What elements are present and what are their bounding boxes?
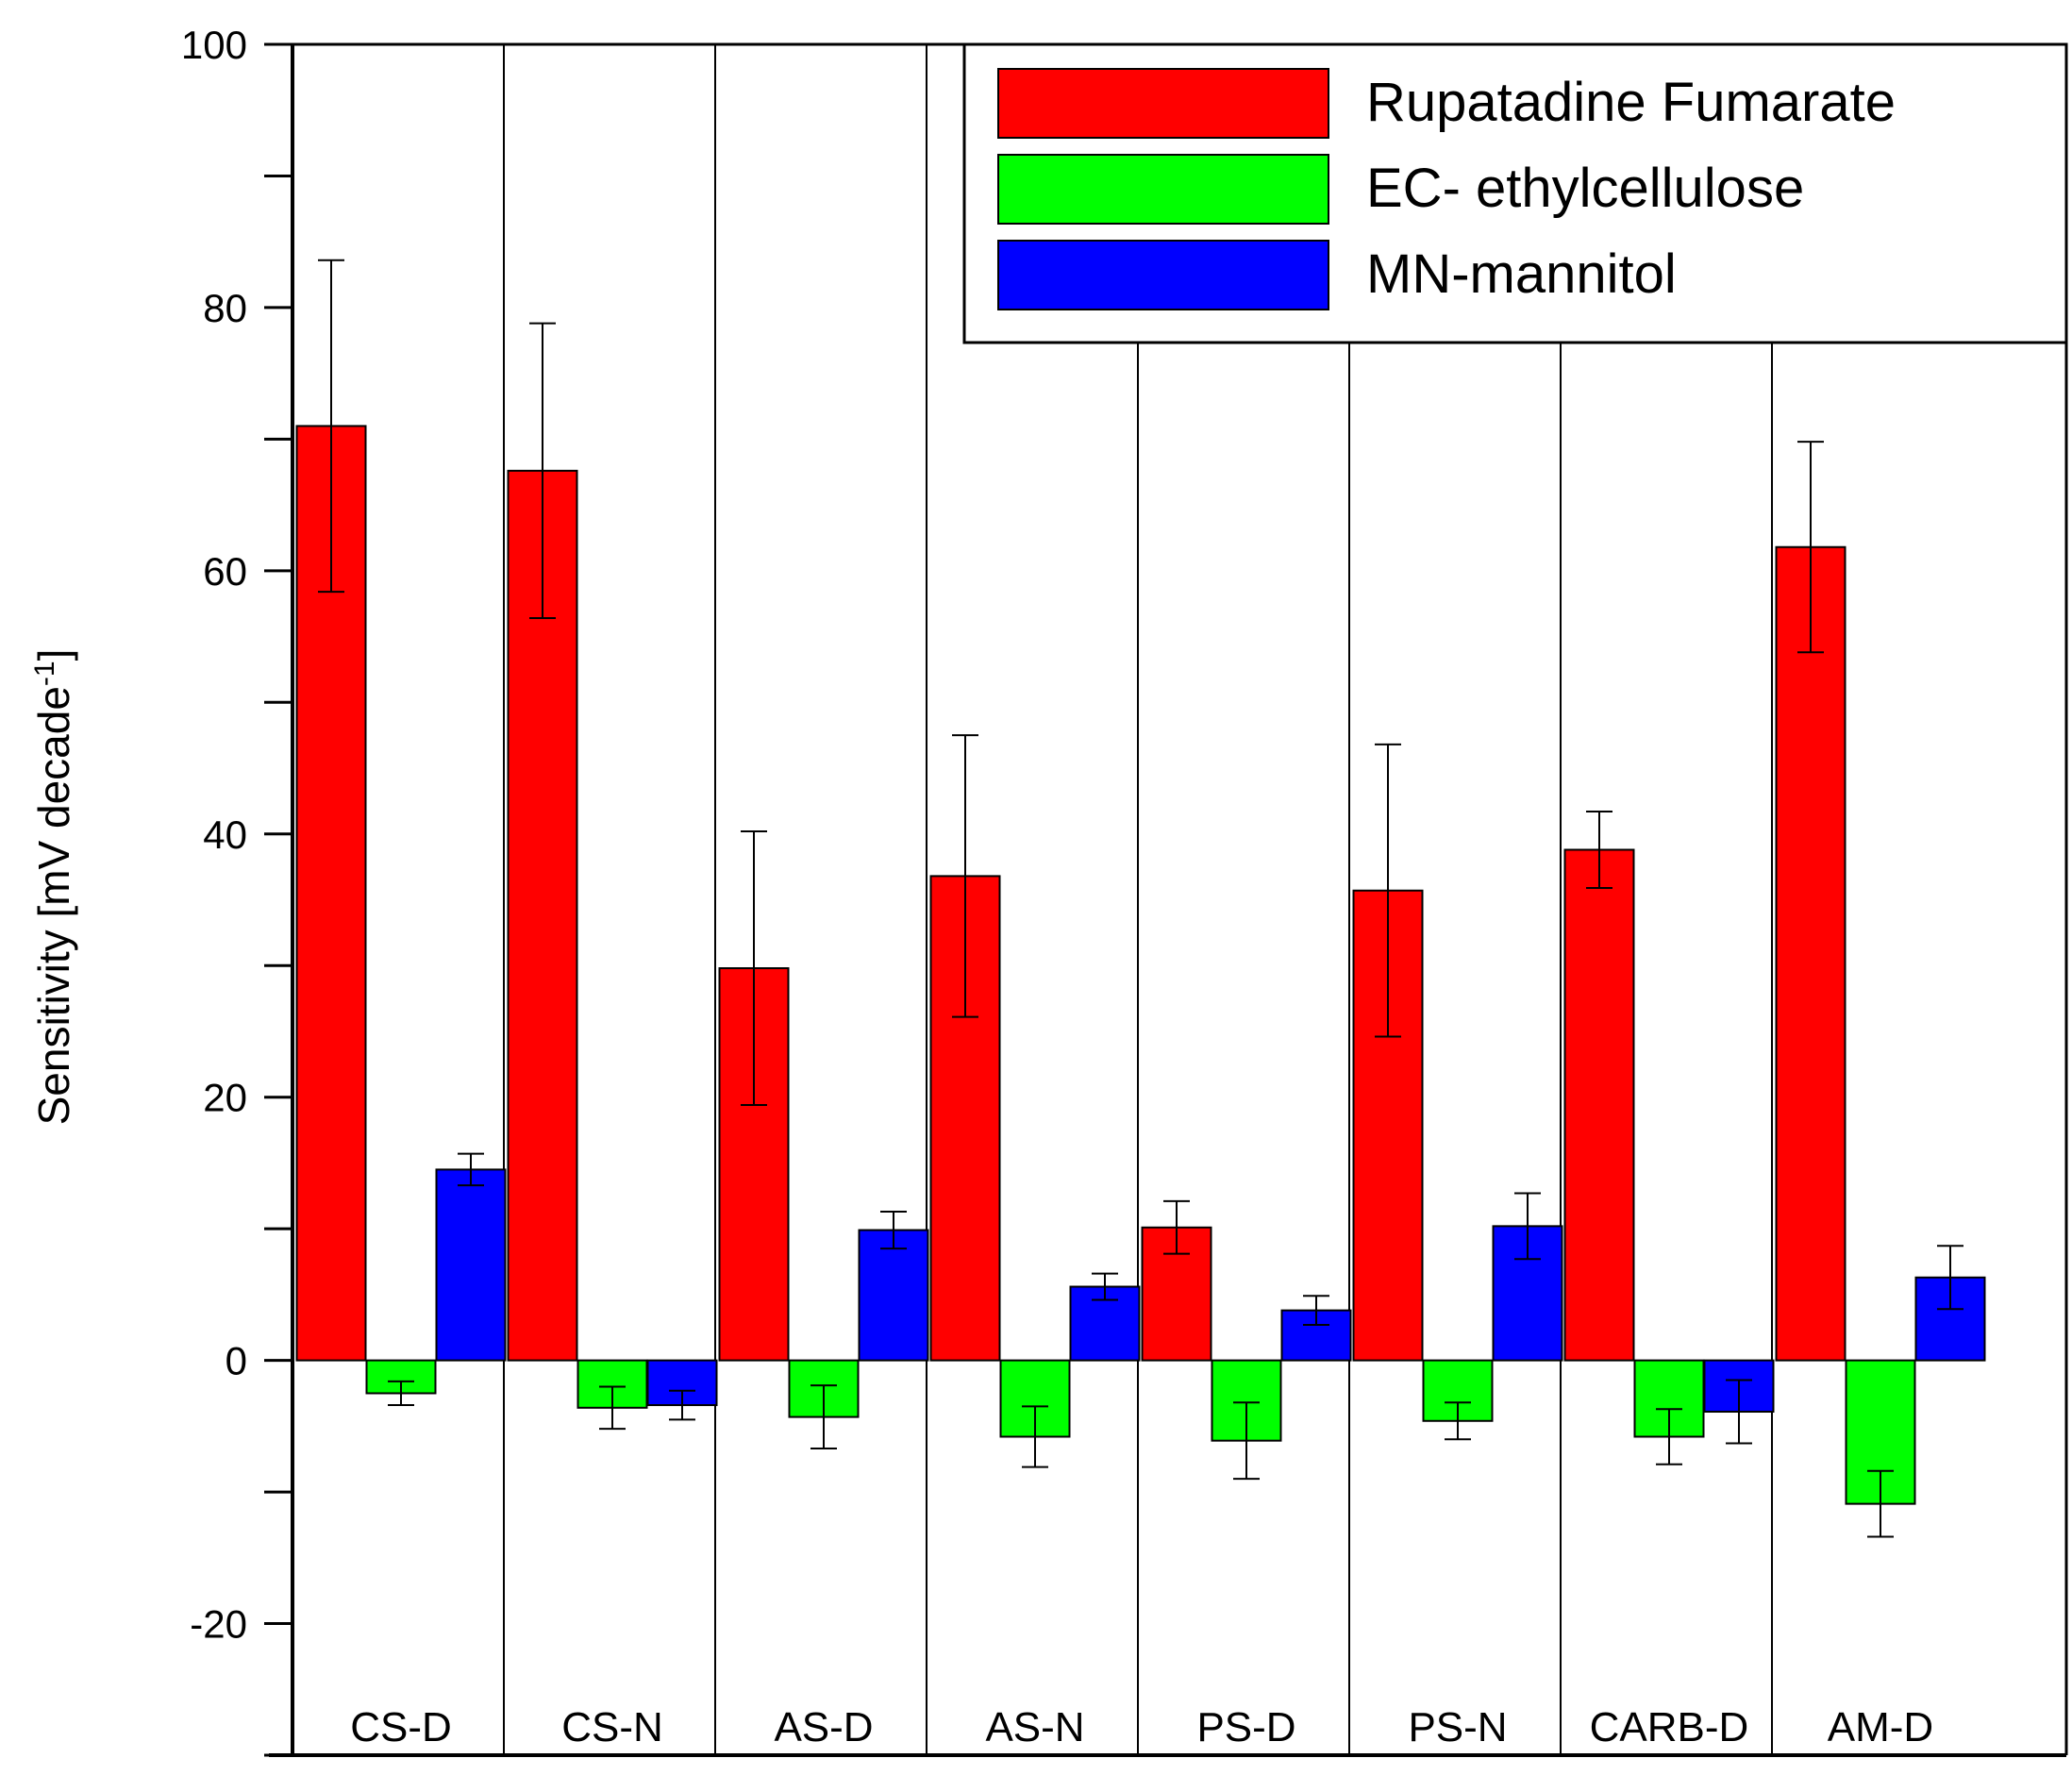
legend-swatch [997, 68, 1329, 139]
plot-area: CS-D CS-N AS-D AS-N PS-D PS-N CARB-D AM-D [292, 42, 2068, 1755]
category-label: AM-D [1828, 1704, 1933, 1750]
category-label: PS-D [1196, 1704, 1295, 1750]
legend-label: EC- ethylcellulose [1366, 158, 1804, 219]
category-label: CS-D [350, 1704, 452, 1750]
category-label: AS-D [774, 1704, 873, 1750]
category-label: PS-N [1408, 1704, 1507, 1750]
bar [858, 1229, 929, 1362]
category-label: CS-N [561, 1704, 663, 1750]
y-tick-label: 80 [203, 286, 247, 330]
legend-label: MN-mannitol [1366, 243, 1677, 305]
category-label: CARB-D [1590, 1704, 1749, 1750]
bar [1775, 545, 1846, 1362]
y-axis: -20 0 20 40 60 80 100 [181, 23, 2066, 1757]
y-tick-label: -20 [190, 1602, 247, 1647]
bar [1563, 848, 1635, 1362]
category-label: AS-N [985, 1704, 1084, 1750]
y-tick-label: 100 [181, 23, 247, 67]
y-axis-title: Sensitivity [mV decade-1] [29, 649, 79, 1126]
y-tick-label: 40 [203, 812, 247, 857]
y-tick-label: 20 [203, 1076, 247, 1120]
legend-swatch [997, 154, 1329, 225]
legend-swatch [997, 240, 1329, 310]
y-tick-label: 0 [226, 1339, 247, 1383]
bar [1069, 1285, 1141, 1362]
legend-label: Rupatadine Fumarate [1366, 72, 1896, 133]
legend: Rupatadine Fumarate EC- ethylcellulose MN-… [962, 42, 2068, 344]
bar [435, 1168, 507, 1362]
y-tick-label: 60 [203, 549, 247, 594]
